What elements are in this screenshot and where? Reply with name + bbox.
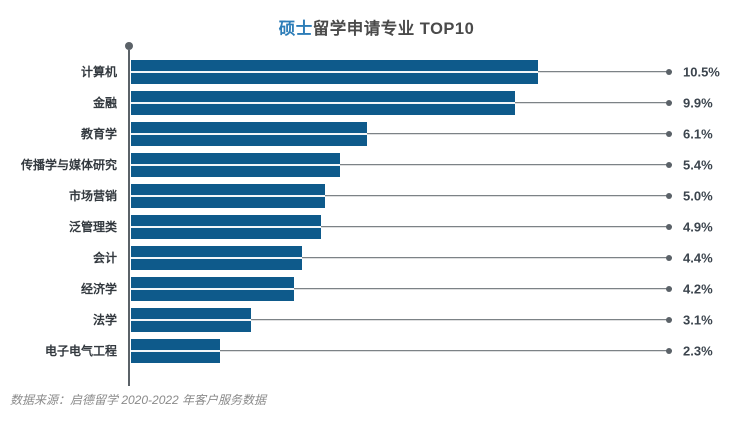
bar-row: 金融 9.9% bbox=[0, 87, 753, 118]
leader-line bbox=[294, 287, 672, 290]
value-label: 5.4% bbox=[683, 157, 713, 172]
bar-midline bbox=[131, 132, 367, 135]
y-axis-line bbox=[128, 50, 130, 386]
category-label: 电子电气工程 bbox=[44, 344, 117, 358]
leader-end-dot-icon bbox=[666, 254, 672, 261]
leader-end-dot-icon bbox=[666, 68, 672, 75]
value-label: 2.3% bbox=[683, 343, 713, 358]
category-label: 计算机 bbox=[80, 65, 117, 79]
value-label: 9.9% bbox=[683, 95, 713, 110]
bar-plot-area: 10.5% bbox=[131, 56, 753, 87]
value-label: 10.5% bbox=[683, 64, 720, 79]
leader-line bbox=[367, 132, 672, 135]
bar-midline bbox=[131, 318, 251, 321]
data-source-note: 数据来源：启德留学 2020-2022 年客户服务数据 bbox=[10, 393, 267, 407]
leader-line bbox=[325, 194, 672, 197]
bar-row: 教育学 6.1% bbox=[0, 118, 753, 149]
bar-midline bbox=[131, 225, 321, 228]
value-label: 4.4% bbox=[683, 250, 713, 265]
category-label: 传播学与媒体研究 bbox=[20, 158, 117, 172]
bar-row: 传播学与媒体研究 5.4% bbox=[0, 149, 753, 180]
value-label: 4.2% bbox=[683, 281, 713, 296]
leader-line bbox=[302, 256, 672, 259]
bar-midline bbox=[131, 70, 538, 73]
category-label: 会计 bbox=[92, 251, 117, 265]
bar-midline bbox=[131, 349, 220, 352]
axis-top-dot-icon bbox=[125, 42, 133, 50]
leader-line bbox=[538, 70, 672, 73]
value-label: 6.1% bbox=[683, 126, 713, 141]
chart-title: 硕士留学申请专业 TOP10 bbox=[0, 0, 753, 38]
category-label: 金融 bbox=[92, 96, 117, 110]
category-label: 教育学 bbox=[80, 127, 117, 141]
bar-midline bbox=[131, 287, 294, 290]
leader-line bbox=[220, 349, 672, 352]
bar-plot-area: 4.9% bbox=[131, 211, 753, 242]
category-label: 经济学 bbox=[80, 282, 117, 296]
chart-title-rest: 留学申请专业 TOP10 bbox=[312, 20, 475, 38]
bar-midline bbox=[131, 256, 302, 259]
leader-line bbox=[340, 163, 672, 166]
bar-row: 会计 4.4% bbox=[0, 242, 753, 273]
bar-plot-area: 2.3% bbox=[131, 335, 753, 366]
leader-line bbox=[251, 318, 672, 321]
bar-plot-area: 5.4% bbox=[131, 149, 753, 180]
chart-title-accent: 硕士 bbox=[278, 20, 313, 38]
leader-end-dot-icon bbox=[666, 99, 672, 106]
category-label: 市场营销 bbox=[68, 189, 117, 203]
category-label: 法学 bbox=[92, 313, 117, 327]
value-label: 4.9% bbox=[683, 219, 713, 234]
bar-plot-area: 3.1% bbox=[131, 304, 753, 335]
bar-row: 经济学 4.2% bbox=[0, 273, 753, 304]
bar-rows: 计算机 10.5% 金融 9.9% 教育学 6.1% 传播学与媒体研究 5.4% 市场营销 5.0… bbox=[0, 56, 753, 366]
leader-end-dot-icon bbox=[666, 347, 672, 354]
leader-end-dot-icon bbox=[666, 130, 672, 137]
bar-plot-area: 9.9% bbox=[131, 87, 753, 118]
bar-midline bbox=[131, 194, 325, 197]
leader-end-dot-icon bbox=[666, 223, 672, 230]
bar-row: 电子电气工程 2.3% bbox=[0, 335, 753, 366]
bar-row: 法学 3.1% bbox=[0, 304, 753, 335]
bar-midline bbox=[131, 101, 515, 104]
value-label: 5.0% bbox=[683, 188, 713, 203]
bar-row: 市场营销 5.0% bbox=[0, 180, 753, 211]
bar-midline bbox=[131, 163, 340, 166]
leader-end-dot-icon bbox=[666, 192, 672, 199]
bar-plot-area: 5.0% bbox=[131, 180, 753, 211]
leader-line bbox=[321, 225, 672, 228]
value-label: 3.1% bbox=[683, 312, 713, 327]
bar-plot-area: 4.2% bbox=[131, 273, 753, 304]
bar-row: 计算机 10.5% bbox=[0, 56, 753, 87]
bar-plot-area: 6.1% bbox=[131, 118, 753, 149]
leader-end-dot-icon bbox=[666, 285, 672, 292]
bar-plot-area: 4.4% bbox=[131, 242, 753, 273]
leader-end-dot-icon bbox=[666, 316, 672, 323]
bar-row: 泛管理类 4.9% bbox=[0, 211, 753, 242]
category-label: 泛管理类 bbox=[68, 220, 117, 234]
leader-line bbox=[515, 101, 672, 104]
leader-end-dot-icon bbox=[666, 161, 672, 168]
bar-chart: 计算机 10.5% 金融 9.9% 教育学 6.1% 传播学与媒体研究 5.4% 市场营销 5.0… bbox=[0, 42, 753, 392]
